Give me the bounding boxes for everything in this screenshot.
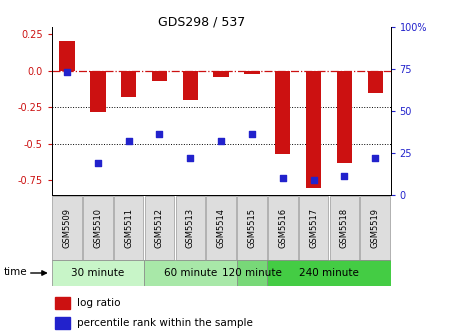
Bar (267, 260, 391, 286)
Bar (337, 71, 352, 163)
Bar (237, 196, 267, 260)
Point (125, 138, 132, 144)
Bar (237, 260, 267, 286)
Bar (121, 71, 136, 97)
Bar (183, 71, 198, 100)
Bar (268, 196, 298, 260)
Text: GSM5509: GSM5509 (62, 208, 71, 248)
Bar (90, 71, 106, 112)
Bar (213, 71, 229, 77)
Bar (52, 260, 144, 286)
Point (372, 155, 379, 161)
Text: GSM5517: GSM5517 (309, 208, 318, 248)
Point (187, 155, 194, 161)
Point (310, 177, 317, 182)
Bar (144, 260, 237, 286)
Bar (244, 71, 260, 74)
Text: GSM5514: GSM5514 (216, 208, 226, 248)
Text: GSM5513: GSM5513 (186, 208, 195, 248)
Bar (55, 317, 70, 329)
Bar (52, 196, 82, 260)
Text: GSM5518: GSM5518 (340, 208, 349, 248)
Text: GSM5510: GSM5510 (93, 208, 102, 248)
Point (248, 132, 255, 137)
Bar (114, 196, 144, 260)
Text: 120 minute: 120 minute (222, 268, 282, 278)
Bar (368, 71, 383, 93)
Bar (145, 196, 174, 260)
Bar (299, 196, 328, 260)
Text: percentile rank within the sample: percentile rank within the sample (77, 318, 253, 328)
Bar (152, 71, 167, 81)
Point (341, 174, 348, 179)
Bar (55, 297, 70, 309)
Text: GDS298 / 537: GDS298 / 537 (158, 15, 246, 28)
Text: 30 minute: 30 minute (71, 268, 124, 278)
Bar (330, 196, 359, 260)
Bar (176, 196, 205, 260)
Text: 240 minute: 240 minute (299, 268, 359, 278)
Bar (59, 41, 75, 71)
Text: GSM5515: GSM5515 (247, 208, 256, 248)
Point (94, 160, 101, 166)
Bar (83, 196, 113, 260)
Text: GSM5511: GSM5511 (124, 208, 133, 248)
Point (217, 138, 224, 144)
Bar (207, 196, 236, 260)
Text: log ratio: log ratio (77, 298, 121, 308)
Text: GSM5519: GSM5519 (371, 208, 380, 248)
Bar (275, 71, 291, 154)
Text: GSM5512: GSM5512 (155, 208, 164, 248)
Point (156, 132, 163, 137)
Bar (361, 196, 390, 260)
Text: 60 minute: 60 minute (164, 268, 217, 278)
Text: GSM5516: GSM5516 (278, 208, 287, 248)
Bar (306, 71, 321, 187)
Text: time: time (3, 267, 27, 278)
Point (63, 70, 70, 75)
Point (279, 175, 286, 181)
